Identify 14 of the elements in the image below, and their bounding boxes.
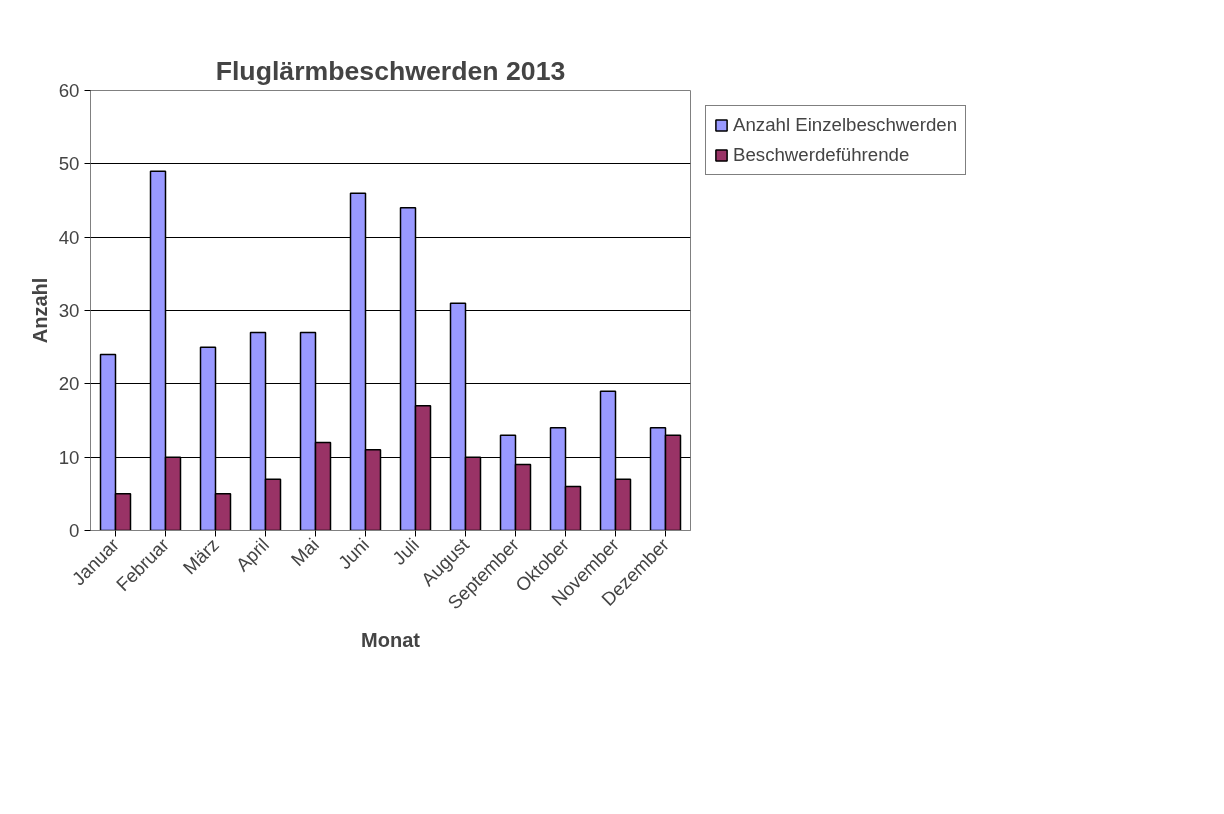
legend-label: Beschwerdeführende <box>733 144 910 166</box>
x-axis-title: Monat <box>361 628 421 651</box>
y-axis-title: Anzahl <box>28 277 51 344</box>
chart-title: Fluglärmbeschwerden 2013 <box>215 55 566 86</box>
y-tick-label: 20 <box>58 373 80 395</box>
y-tick-label: 10 <box>58 446 80 468</box>
y-tick-label: 60 <box>58 80 80 101</box>
x-tick-label: Mai <box>286 534 323 571</box>
legend-label: Anzahl Einzelbeschwerden <box>733 114 958 136</box>
y-tick-label: 30 <box>58 300 80 321</box>
y-tick-label: 0 <box>69 520 80 541</box>
x-tick-label: Juli <box>388 534 423 569</box>
y-tick-label: 40 <box>58 226 80 248</box>
y-tick-label: 50 <box>58 153 80 175</box>
